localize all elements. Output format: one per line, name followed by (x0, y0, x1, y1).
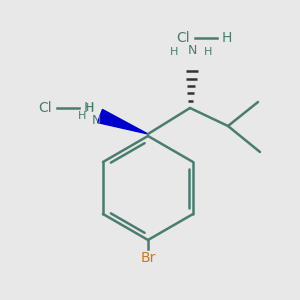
Text: H: H (222, 31, 232, 45)
Text: Cl: Cl (38, 101, 52, 115)
Text: H: H (84, 101, 94, 115)
Text: H: H (78, 111, 86, 121)
Text: H: H (86, 103, 94, 113)
Text: H: H (204, 47, 212, 57)
Text: Br: Br (140, 251, 156, 265)
Polygon shape (98, 110, 148, 134)
Text: N: N (91, 113, 101, 127)
Text: Cl: Cl (176, 31, 190, 45)
Text: H: H (170, 47, 178, 57)
Text: N: N (187, 44, 197, 56)
